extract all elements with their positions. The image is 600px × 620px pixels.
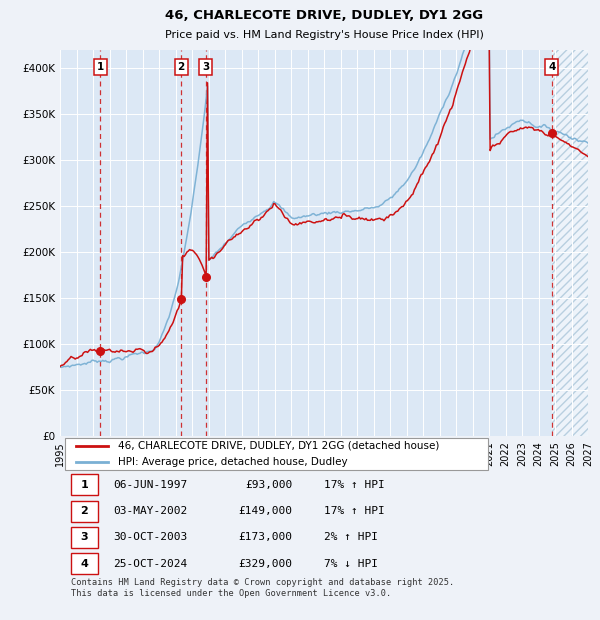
FancyBboxPatch shape xyxy=(71,553,98,574)
Bar xyxy=(552,50,588,436)
FancyBboxPatch shape xyxy=(71,500,98,521)
Text: HPI: Average price, detached house, Dudley: HPI: Average price, detached house, Dudl… xyxy=(118,457,348,467)
Text: Price paid vs. HM Land Registry's House Price Index (HPI): Price paid vs. HM Land Registry's House … xyxy=(164,30,484,40)
Text: £93,000: £93,000 xyxy=(245,480,292,490)
Text: 3: 3 xyxy=(80,533,88,542)
Text: 17% ↑ HPI: 17% ↑ HPI xyxy=(324,480,385,490)
Text: 03-MAY-2002: 03-MAY-2002 xyxy=(113,506,187,516)
Text: 06-JUN-1997: 06-JUN-1997 xyxy=(113,480,187,490)
Text: 46, CHARLECOTE DRIVE, DUDLEY, DY1 2GG: 46, CHARLECOTE DRIVE, DUDLEY, DY1 2GG xyxy=(165,9,483,22)
Text: 30-OCT-2003: 30-OCT-2003 xyxy=(113,533,187,542)
Text: £329,000: £329,000 xyxy=(238,559,292,569)
Text: 4: 4 xyxy=(548,62,556,72)
Text: 17% ↑ HPI: 17% ↑ HPI xyxy=(324,506,385,516)
Text: Contains HM Land Registry data © Crown copyright and database right 2025.
This d: Contains HM Land Registry data © Crown c… xyxy=(71,578,454,598)
Text: 7% ↓ HPI: 7% ↓ HPI xyxy=(324,559,378,569)
Text: £173,000: £173,000 xyxy=(238,533,292,542)
Text: 2: 2 xyxy=(178,62,185,72)
FancyBboxPatch shape xyxy=(71,527,98,548)
Text: £149,000: £149,000 xyxy=(238,506,292,516)
FancyBboxPatch shape xyxy=(71,474,98,495)
Text: 2% ↑ HPI: 2% ↑ HPI xyxy=(324,533,378,542)
Text: 46, CHARLECOTE DRIVE, DUDLEY, DY1 2GG (detached house): 46, CHARLECOTE DRIVE, DUDLEY, DY1 2GG (d… xyxy=(118,441,439,451)
Text: 25-OCT-2024: 25-OCT-2024 xyxy=(113,559,187,569)
Text: 1: 1 xyxy=(80,480,88,490)
Text: 3: 3 xyxy=(202,62,209,72)
Text: 1: 1 xyxy=(97,62,104,72)
Bar xyxy=(552,50,588,436)
Text: 4: 4 xyxy=(80,559,88,569)
FancyBboxPatch shape xyxy=(65,438,488,471)
Text: 2: 2 xyxy=(80,506,88,516)
